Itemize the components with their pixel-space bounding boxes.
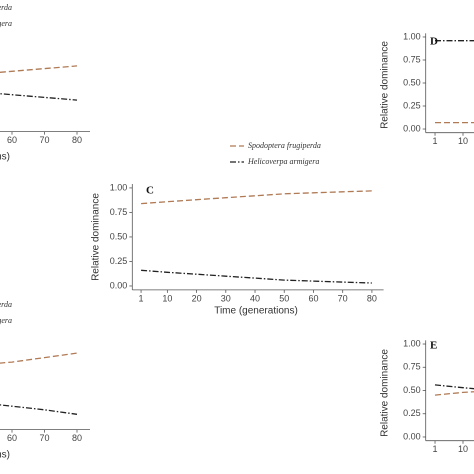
legend-label: Helicoverpa armigera [0,316,12,325]
x-tick-label: 50 [279,293,289,303]
y-tick-label: 0.75 [403,362,421,372]
x-axis-title: Time (generations) [0,152,10,163]
x-tick-label: 1 [139,293,144,303]
x-tick-label: 10 [162,293,172,303]
y-tick-label: 0.25 [110,256,128,266]
y-tick-label: 1.00 [110,182,128,192]
x-tick-label: 80 [367,293,377,303]
y-tick-label: 0.50 [110,231,128,241]
x-tick-label: 40 [250,293,260,303]
y-tick-label: 0.50 [403,77,421,87]
panel-label: E [430,340,437,352]
x-tick-label: 80 [72,433,82,443]
x-tick-label: 80 [72,135,82,145]
legend-label: Spodoptera frugiperda [0,300,12,309]
x-tick-label: 10 [458,444,468,454]
y-tick-label: 0.25 [403,408,421,418]
y-tick-label: 1.00 [403,31,421,41]
y-axis-title: Relative dominance [91,193,102,281]
x-tick-label: 60 [7,433,17,443]
y-tick-label: 1.00 [403,338,421,348]
y-axis-title: Relative dominance [380,349,391,437]
x-tick-label: 70 [39,433,49,443]
legend-label: Helicoverpa armigera [0,19,12,28]
legend-label: Spodoptera frugiperda [0,3,12,12]
x-tick-label: 1 [433,136,438,146]
series-line [0,65,78,73]
x-tick-label: 20 [192,293,202,303]
series-line [434,384,474,390]
legend-label: Spodoptera frugiperda [248,141,321,150]
panel-label: C [146,185,154,197]
x-axis-title: Time (generations) [214,306,298,317]
y-tick-label: 0.50 [403,385,421,395]
y-tick-label: 0.00 [403,431,421,441]
series-line [0,404,78,415]
series-line [0,93,78,101]
y-tick-label: 0.75 [110,207,128,217]
series-line [434,391,474,396]
y-tick-label: 0.75 [403,54,421,64]
x-tick-label: 70 [338,293,348,303]
x-tick-label: 60 [308,293,318,303]
x-tick-label: 70 [39,135,49,145]
x-tick-label: 60 [7,135,17,145]
y-tick-label: 0.00 [110,280,128,290]
panel-label: D [430,36,438,48]
series-line [141,269,372,284]
x-axis-title: Time (generations) [0,450,10,461]
x-tick-label: 30 [221,293,231,303]
series-line [0,352,78,364]
y-tick-label: 0.00 [403,123,421,133]
y-axis-title: Relative dominance [380,41,391,129]
y-tick-label: 0.25 [403,100,421,110]
legend-label: Helicoverpa armigera [247,157,319,166]
series-line [141,190,372,205]
x-tick-label: 10 [458,136,468,146]
x-tick-label: 1 [433,444,438,454]
